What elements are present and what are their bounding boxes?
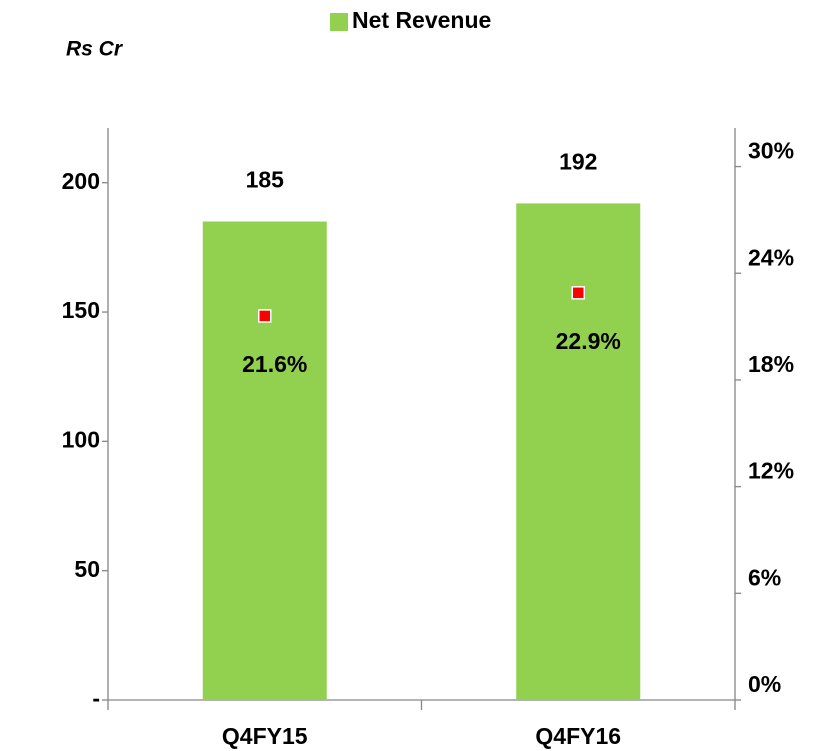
y-tick-label: - — [92, 685, 100, 711]
legend-label: Net Revenue — [352, 7, 491, 33]
y-tick-label: 100 — [62, 426, 100, 452]
y-tick-label: 200 — [62, 168, 100, 194]
y2-tick-label: 18% — [748, 351, 794, 377]
bar — [516, 203, 641, 700]
legend-swatch — [330, 13, 348, 31]
y2-tick-label: 30% — [748, 138, 794, 164]
marker — [571, 286, 585, 300]
data-label: 185 — [246, 167, 285, 193]
y-tick-label: 150 — [62, 297, 100, 323]
y2-tick-label: 12% — [748, 458, 794, 484]
data-label: 192 — [559, 148, 597, 174]
x-tick-label: Q4FY16 — [535, 723, 621, 749]
y2-tick-label: 6% — [748, 564, 781, 590]
x-tick-label: Q4FY15 — [222, 723, 308, 749]
data-label: 22.9% — [556, 328, 621, 354]
y-axis-label: Rs Cr — [66, 38, 124, 61]
marker — [258, 309, 272, 323]
y2-tick-label: 24% — [748, 244, 794, 270]
y2-tick-label: 0% — [748, 671, 781, 697]
bar — [202, 221, 327, 701]
y-tick-label: 50 — [74, 556, 100, 582]
data-label: 21.6% — [242, 351, 307, 377]
